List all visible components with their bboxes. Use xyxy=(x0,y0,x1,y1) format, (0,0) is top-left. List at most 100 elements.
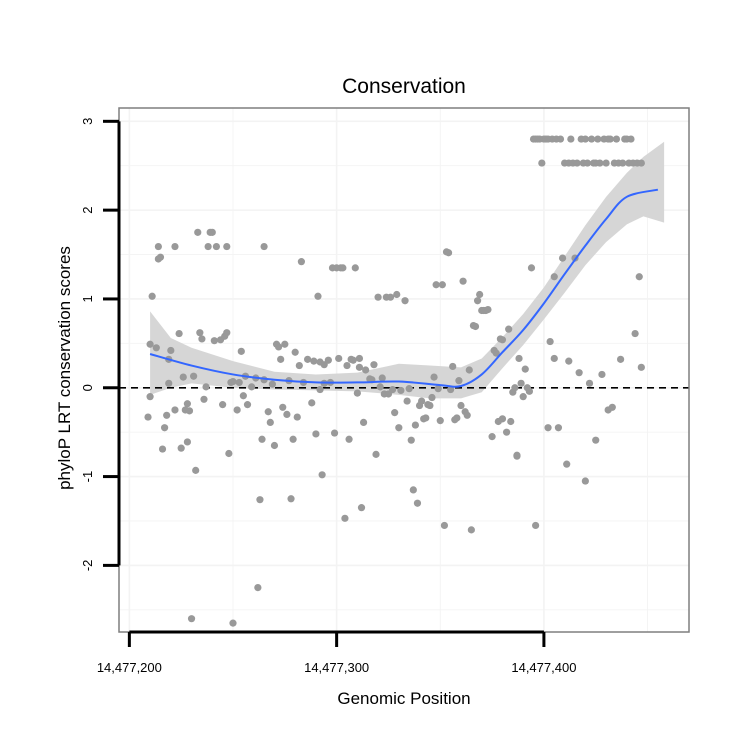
data-point xyxy=(585,379,594,387)
data-point xyxy=(248,383,256,391)
data-point xyxy=(550,273,558,281)
data-point xyxy=(304,355,312,363)
data-point xyxy=(341,514,349,522)
data-point xyxy=(565,357,573,365)
data-point xyxy=(525,387,534,395)
data-point xyxy=(556,135,565,143)
data-point xyxy=(144,413,152,421)
data-point xyxy=(386,293,395,301)
data-point xyxy=(389,385,397,394)
data-point xyxy=(190,372,198,380)
data-point xyxy=(608,403,616,411)
data-point xyxy=(405,385,413,393)
data-point xyxy=(268,380,276,388)
data-point xyxy=(430,373,438,381)
data-point xyxy=(606,135,614,143)
data-point xyxy=(507,417,515,426)
x-axis: 14,477,200 14,477,300 14,477,400 xyxy=(97,630,576,675)
data-point xyxy=(312,430,320,438)
data-point xyxy=(318,471,326,479)
y-tick-label: -1 xyxy=(80,471,95,483)
data-point xyxy=(185,407,194,415)
data-point xyxy=(355,363,364,371)
data-point xyxy=(521,365,529,373)
data-point xyxy=(163,411,171,419)
y-tick-label: 1 xyxy=(80,295,95,302)
data-point xyxy=(196,329,204,337)
data-point xyxy=(330,429,339,437)
data-point xyxy=(289,435,297,443)
confidence-ribbon xyxy=(150,141,665,399)
data-point xyxy=(418,397,426,405)
data-point xyxy=(314,292,322,300)
data-point xyxy=(403,397,411,405)
data-point xyxy=(275,343,283,351)
data-point xyxy=(357,504,366,512)
data-point xyxy=(575,369,583,377)
data-point xyxy=(208,228,216,236)
data-point xyxy=(308,399,316,407)
data-point xyxy=(165,379,173,387)
data-point xyxy=(476,290,484,299)
data-point xyxy=(596,159,604,167)
data-point xyxy=(558,254,567,262)
data-point xyxy=(463,411,471,419)
data-point xyxy=(359,418,368,426)
data-point xyxy=(378,374,386,382)
data-point xyxy=(413,499,422,507)
data-point xyxy=(453,414,461,422)
data-point xyxy=(592,436,600,444)
data-point xyxy=(447,385,455,394)
data-point xyxy=(484,306,492,314)
data-point xyxy=(316,385,324,394)
data-point xyxy=(411,421,419,429)
data-point xyxy=(434,385,442,393)
data-point xyxy=(179,373,187,381)
data-point xyxy=(440,521,449,530)
data-point xyxy=(200,395,208,403)
data-point xyxy=(602,159,610,167)
data-point xyxy=(229,619,237,627)
data-point xyxy=(254,583,262,592)
data-point xyxy=(297,258,305,266)
data-point xyxy=(175,329,183,338)
data-point xyxy=(281,340,289,348)
data-point xyxy=(422,414,430,422)
data-point xyxy=(449,362,457,371)
data-point xyxy=(156,253,165,261)
data-point xyxy=(428,393,436,402)
data-point xyxy=(517,379,525,387)
data-point xyxy=(287,495,295,503)
data-point xyxy=(498,336,507,344)
data-point xyxy=(637,363,645,371)
data-point xyxy=(233,406,241,414)
data-point xyxy=(519,393,527,401)
data-point xyxy=(171,242,179,251)
data-point xyxy=(594,135,602,143)
data-point xyxy=(436,417,444,425)
data-point xyxy=(167,346,175,355)
data-point xyxy=(146,393,154,401)
data-point xyxy=(397,386,405,395)
data-point xyxy=(401,297,409,305)
data-point xyxy=(194,228,202,236)
data-point xyxy=(335,354,343,363)
data-point xyxy=(457,401,465,410)
data-point xyxy=(374,293,382,301)
data-point xyxy=(146,340,154,348)
data-point xyxy=(467,526,475,534)
data-point xyxy=(154,242,162,251)
data-point xyxy=(152,344,160,352)
data-point xyxy=(546,337,554,346)
data-point xyxy=(376,383,384,391)
data-point xyxy=(550,354,558,363)
data-point xyxy=(581,477,589,485)
data-point xyxy=(538,159,546,167)
data-point xyxy=(513,451,521,459)
data-point xyxy=(235,378,243,387)
data-point xyxy=(459,277,467,285)
data-point xyxy=(171,406,179,414)
data-point xyxy=(393,290,401,299)
plot-area xyxy=(118,107,690,633)
data-point xyxy=(587,135,596,143)
